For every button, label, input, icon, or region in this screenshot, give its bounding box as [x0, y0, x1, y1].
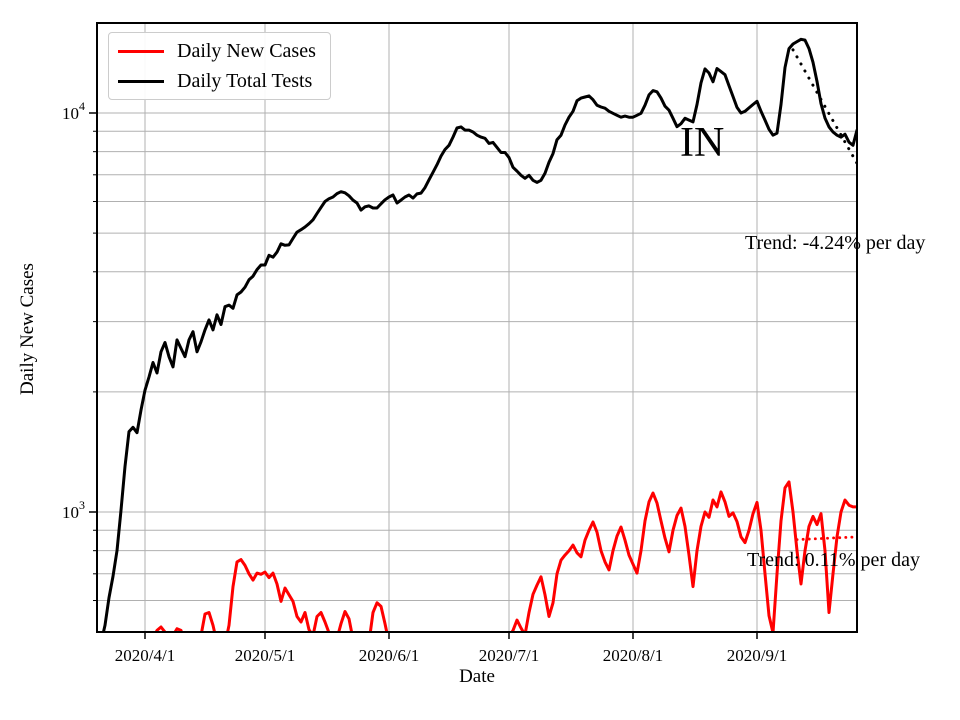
legend-label: Daily New Cases — [177, 40, 316, 62]
x-tick-label: 2020/7/1 — [479, 646, 539, 665]
daily-total-tests-line — [101, 37, 857, 632]
legend: Daily New Cases Daily Total Tests — [108, 32, 331, 100]
y-axis-label: Daily New Cases — [17, 263, 38, 395]
plot-border — [96, 22, 858, 633]
daily-new-cases-line — [154, 480, 857, 632]
legend-label: Daily Total Tests — [177, 70, 313, 92]
tests-trend-dotted-line — [791, 48, 857, 165]
state-annotation: IN — [680, 120, 725, 166]
x-axis-label: Date — [459, 666, 495, 687]
black-line-swatch — [118, 79, 164, 83]
legend-item-daily-new-cases: Daily New Cases — [109, 36, 330, 66]
cases-trend-annotation: Trend: 0.11% per day — [747, 549, 920, 571]
x-tick-label: 2020/6/1 — [359, 646, 419, 665]
red-line-swatch — [118, 49, 164, 53]
y-tick-label: 104 — [62, 99, 85, 123]
x-tick-label: 2020/8/1 — [603, 646, 663, 665]
x-tick-label: 2020/4/1 — [115, 646, 175, 665]
y-tick-label: 103 — [62, 498, 85, 522]
legend-item-daily-total-tests: Daily Total Tests — [109, 66, 330, 96]
x-tick-label: 2020/9/1 — [727, 646, 787, 665]
tests-trend-annotation: Trend: -4.24% per day — [745, 232, 926, 254]
cases-trend-dotted-line — [795, 535, 857, 541]
x-tick-label: 2020/5/1 — [235, 646, 295, 665]
